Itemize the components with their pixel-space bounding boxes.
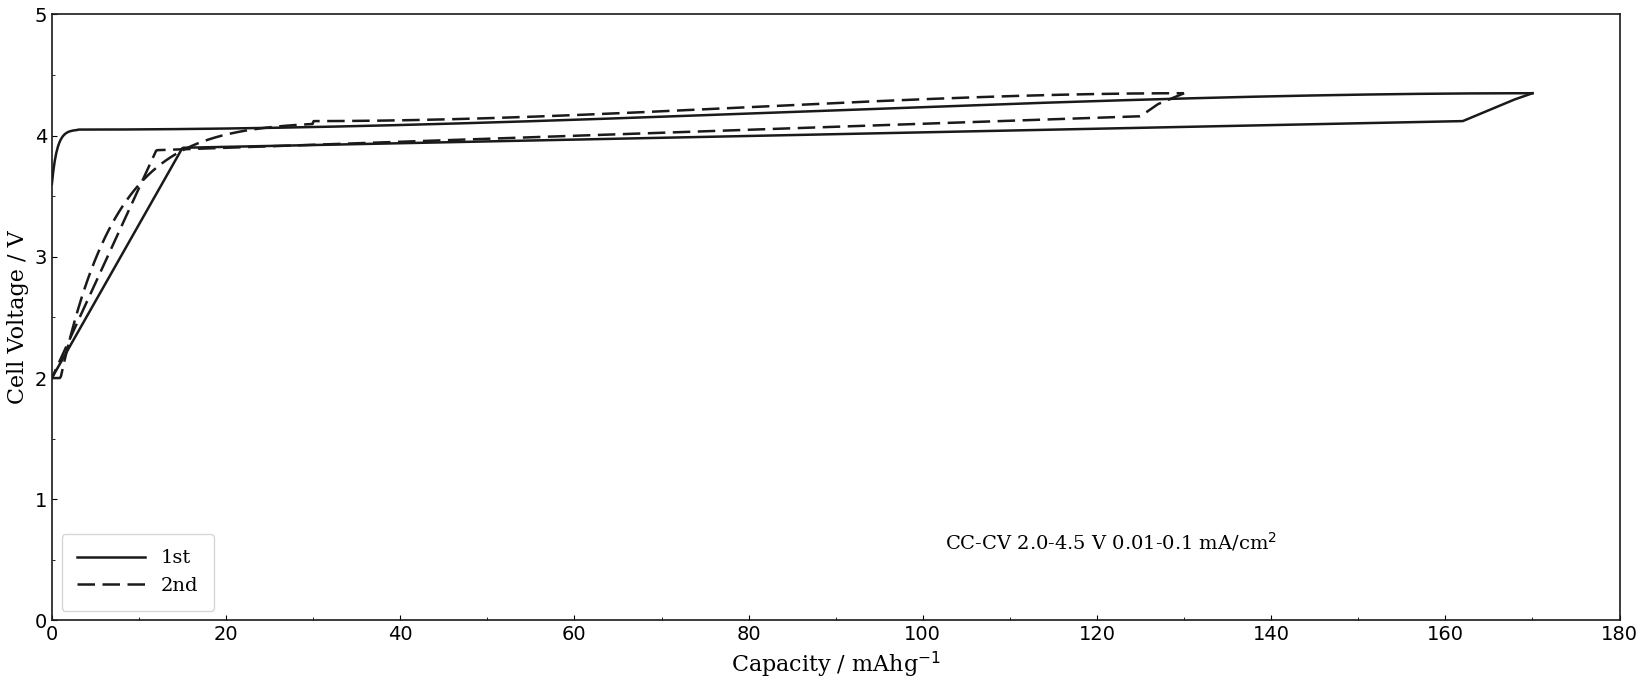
2nd <box>819 99 839 107</box>
2nd <box>1175 89 1194 98</box>
1st <box>43 180 63 188</box>
1st <box>1059 98 1079 106</box>
Text: CC-CV 2.0-4.5 V 0.01-0.1 mA/cm$^{2}$: CC-CV 2.0-4.5 V 0.01-0.1 mA/cm$^{2}$ <box>946 530 1278 553</box>
1st <box>1523 89 1543 98</box>
Line: 1st: 1st <box>53 93 1533 184</box>
X-axis label: Capacity / mAhg$^{-1}$: Capacity / mAhg$^{-1}$ <box>730 650 941 680</box>
2nd <box>500 113 520 122</box>
Line: 2nd: 2nd <box>53 93 1184 378</box>
2nd <box>43 374 63 382</box>
1st <box>192 125 212 133</box>
1st <box>694 111 714 120</box>
2nd <box>158 155 178 164</box>
2nd <box>541 112 561 120</box>
1st <box>1196 93 1216 102</box>
2nd <box>946 94 966 102</box>
1st <box>642 113 661 121</box>
1st <box>1224 93 1244 102</box>
Legend: 1st, 2nd: 1st, 2nd <box>61 534 214 611</box>
Y-axis label: Cell Voltage / V: Cell Voltage / V <box>7 231 30 405</box>
2nd <box>924 95 944 103</box>
